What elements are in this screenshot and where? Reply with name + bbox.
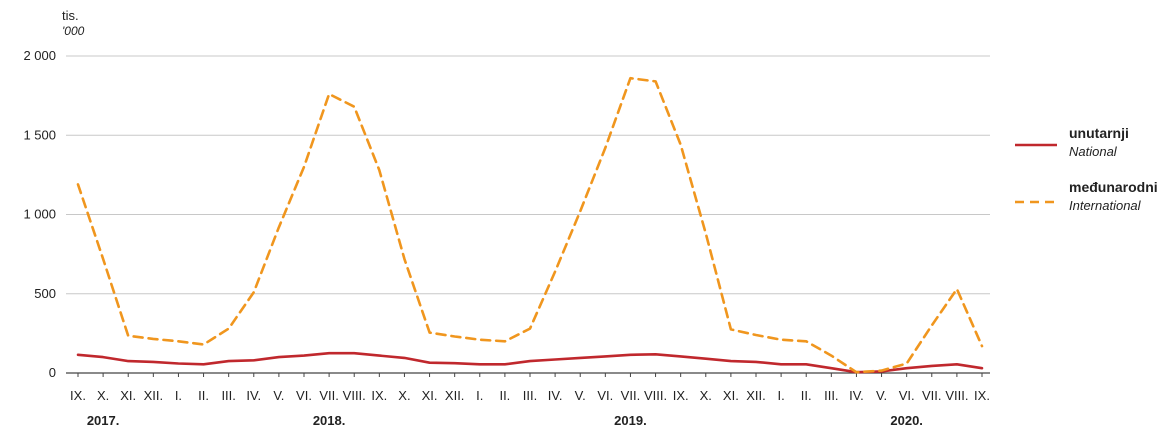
x-tick-label: I. bbox=[175, 388, 182, 403]
series-lines bbox=[76, 76, 984, 374]
x-tick-label: I. bbox=[476, 388, 483, 403]
x-tick-label: VIII. bbox=[644, 388, 667, 403]
series-line-national bbox=[76, 351, 984, 374]
year-label: 2017. bbox=[87, 413, 120, 428]
y-tick-label: 500 bbox=[34, 286, 56, 301]
legend: unutarnji National međunarodni Internati… bbox=[1015, 125, 1158, 213]
x-axis-years: 2017. 2018. 2019. 2020. bbox=[87, 413, 923, 428]
legend-label-national-en: National bbox=[1069, 144, 1118, 159]
x-tick-label: XII. bbox=[144, 388, 164, 403]
x-tick-label: II. bbox=[499, 388, 510, 403]
x-tick-label: IX. bbox=[371, 388, 387, 403]
y-tick-label: 0 bbox=[49, 365, 56, 380]
legend-label-national: unutarnji bbox=[1069, 125, 1129, 141]
x-tick-label: VI. bbox=[899, 388, 915, 403]
x-tick-label: IX. bbox=[974, 388, 990, 403]
x-axis-ticks: IX. X. XI. XII. I. II. III. IV. V. VI. VII. VIII. IX… bbox=[70, 373, 990, 403]
legend-label-international-en: International bbox=[1069, 198, 1142, 213]
x-tick-label: VIII. bbox=[343, 388, 366, 403]
x-tick-label: V. bbox=[273, 388, 284, 403]
x-tick-label: II. bbox=[801, 388, 812, 403]
x-tick-label: IV. bbox=[849, 388, 864, 403]
x-tick-label: VI. bbox=[296, 388, 312, 403]
x-tick-label: III. bbox=[221, 388, 235, 403]
y-axis-title: tis. '000 bbox=[62, 8, 85, 38]
x-tick-label: V. bbox=[876, 388, 887, 403]
x-tick-label: XII. bbox=[746, 388, 766, 403]
x-tick-label: X. bbox=[97, 388, 109, 403]
x-tick-label: X. bbox=[398, 388, 410, 403]
y-tick-label: 1 000 bbox=[23, 207, 56, 222]
x-tick-label: IX. bbox=[70, 388, 86, 403]
x-tick-label: I. bbox=[777, 388, 784, 403]
gridlines bbox=[66, 55, 990, 374]
year-label: 2020. bbox=[890, 413, 923, 428]
x-tick-label: XI. bbox=[422, 388, 438, 403]
x-tick-label: IX. bbox=[673, 388, 689, 403]
x-tick-label: III. bbox=[523, 388, 537, 403]
x-tick-label: XI. bbox=[723, 388, 739, 403]
year-label: 2019. bbox=[614, 413, 647, 428]
x-tick-label: VII. bbox=[922, 388, 942, 403]
x-tick-label: II. bbox=[198, 388, 209, 403]
y-tick-label: 1 500 bbox=[23, 127, 56, 142]
x-tick-label: V. bbox=[575, 388, 586, 403]
x-tick-label: VI. bbox=[597, 388, 613, 403]
x-tick-label: VII. bbox=[621, 388, 641, 403]
x-tick-label: IV. bbox=[246, 388, 261, 403]
y-unit-label: tis. bbox=[62, 8, 79, 23]
x-tick-label: XI. bbox=[120, 388, 136, 403]
y-axis-ticks: 0 500 1 000 1 500 2 000 bbox=[23, 48, 56, 380]
x-tick-label: VIII. bbox=[945, 388, 968, 403]
series-line-international bbox=[76, 76, 984, 374]
y-tick-label: 2 000 bbox=[23, 48, 56, 63]
x-tick-label: IV. bbox=[548, 388, 563, 403]
year-label: 2018. bbox=[313, 413, 346, 428]
x-tick-label: X. bbox=[700, 388, 712, 403]
legend-label-international: međunarodni bbox=[1069, 179, 1158, 195]
x-tick-label: XII. bbox=[445, 388, 465, 403]
x-tick-label: III. bbox=[824, 388, 838, 403]
x-tick-label: VII. bbox=[319, 388, 339, 403]
y-unit-label-en: '000 bbox=[62, 24, 85, 38]
